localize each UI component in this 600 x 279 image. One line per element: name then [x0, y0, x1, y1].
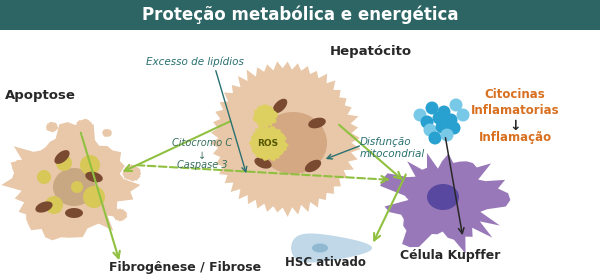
- Text: Célula Kupffer: Célula Kupffer: [400, 249, 500, 263]
- Polygon shape: [248, 126, 289, 161]
- Text: Citocinas
Inflamatorias: Citocinas Inflamatorias: [470, 88, 559, 117]
- Text: ↓: ↓: [509, 119, 521, 133]
- Circle shape: [421, 116, 433, 129]
- Circle shape: [83, 186, 105, 208]
- Circle shape: [457, 109, 470, 121]
- Circle shape: [448, 121, 461, 134]
- Bar: [0, 0, 600, 30]
- Polygon shape: [65, 208, 83, 218]
- Text: ↓: ↓: [198, 151, 206, 161]
- Polygon shape: [291, 234, 372, 263]
- Polygon shape: [35, 201, 53, 213]
- Polygon shape: [85, 172, 103, 182]
- Circle shape: [425, 102, 439, 114]
- Text: Caspase 3: Caspase 3: [176, 160, 227, 170]
- Polygon shape: [273, 99, 287, 113]
- Circle shape: [80, 155, 100, 175]
- Text: Disfunção
mitocondrial: Disfunção mitocondrial: [360, 137, 425, 159]
- Circle shape: [437, 105, 451, 119]
- Polygon shape: [11, 160, 29, 174]
- Circle shape: [56, 155, 72, 171]
- Polygon shape: [46, 122, 58, 132]
- Text: Apoptose: Apoptose: [5, 88, 76, 102]
- Circle shape: [433, 112, 445, 124]
- Circle shape: [449, 98, 463, 112]
- Polygon shape: [74, 119, 94, 135]
- Circle shape: [37, 170, 51, 184]
- Ellipse shape: [259, 112, 327, 174]
- Polygon shape: [55, 150, 70, 164]
- Text: Fibrogênese / Fibrose: Fibrogênese / Fibrose: [109, 261, 261, 275]
- Polygon shape: [122, 164, 141, 181]
- Ellipse shape: [53, 168, 95, 206]
- Circle shape: [428, 131, 442, 145]
- Circle shape: [45, 196, 63, 214]
- Polygon shape: [210, 61, 361, 217]
- Polygon shape: [308, 118, 326, 128]
- Polygon shape: [1, 122, 140, 240]
- Circle shape: [413, 109, 427, 121]
- Text: HSC ativado: HSC ativado: [284, 256, 365, 270]
- Ellipse shape: [427, 184, 459, 210]
- Polygon shape: [253, 104, 278, 128]
- Text: Hepatócito: Hepatócito: [330, 45, 412, 59]
- Circle shape: [71, 181, 83, 193]
- Circle shape: [424, 124, 437, 136]
- Text: Citocromo C: Citocromo C: [172, 138, 232, 148]
- Polygon shape: [380, 153, 511, 254]
- Text: ROS: ROS: [257, 138, 278, 148]
- Circle shape: [440, 129, 454, 141]
- Text: Proteção metabólica e energética: Proteção metabólica e energética: [142, 6, 458, 24]
- Polygon shape: [112, 208, 127, 222]
- Polygon shape: [26, 210, 43, 224]
- Text: Excesso de lipídios: Excesso de lipídios: [146, 57, 244, 67]
- Polygon shape: [254, 157, 272, 169]
- Ellipse shape: [312, 244, 328, 252]
- Polygon shape: [305, 160, 321, 172]
- Circle shape: [436, 121, 449, 133]
- Polygon shape: [102, 129, 112, 137]
- Text: Inflamação: Inflamação: [478, 131, 551, 145]
- Circle shape: [445, 114, 458, 126]
